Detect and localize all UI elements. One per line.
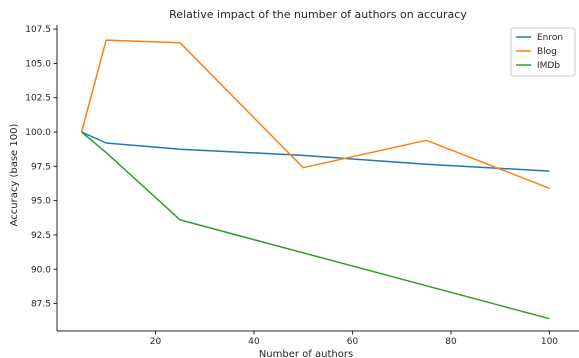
legend: Enron Blog IMDb — [510, 27, 576, 77]
legend-box — [510, 27, 576, 77]
x-tick-label: 40 — [248, 337, 260, 347]
y-axis-title: Accuracy (base 100) — [9, 124, 20, 227]
legend-label-imdb: IMDb — [537, 61, 560, 71]
y-tick-label: 95.0 — [31, 197, 51, 207]
x-tick-label: 60 — [347, 337, 359, 347]
series-group — [80, 39, 550, 320]
x-axis-title: Number of authors — [259, 349, 353, 358]
y-tick-label: 105.0 — [25, 59, 51, 69]
y-tick-label: 107.5 — [25, 25, 51, 35]
y-tick-label: 92.5 — [31, 231, 51, 241]
y-tick-label: 102.5 — [25, 94, 51, 104]
y-tick-label: 90.0 — [31, 265, 51, 275]
y-tick-label: 87.5 — [31, 300, 51, 310]
series-line-blog — [80, 39, 550, 189]
x-tick-label: 20 — [150, 337, 162, 347]
series-line-imdb — [81, 131, 550, 320]
x-axis: 20 40 60 80 100 — [57, 330, 579, 347]
chart-title: Relative impact of the number of authors… — [169, 8, 467, 21]
y-tick-label: 97.5 — [31, 162, 51, 172]
series-line-enron — [81, 131, 550, 172]
y-axis: 87.5 90.0 92.5 95.0 97.5 100.0 102.5 105.0 107.5 — [25, 25, 58, 331]
y-tick-label: 100.0 — [25, 128, 51, 138]
legend-label-enron: Enron — [537, 33, 563, 43]
x-tick-label: 100 — [541, 337, 558, 347]
x-tick-label: 80 — [445, 337, 457, 347]
legend-label-blog: Blog — [537, 47, 557, 57]
